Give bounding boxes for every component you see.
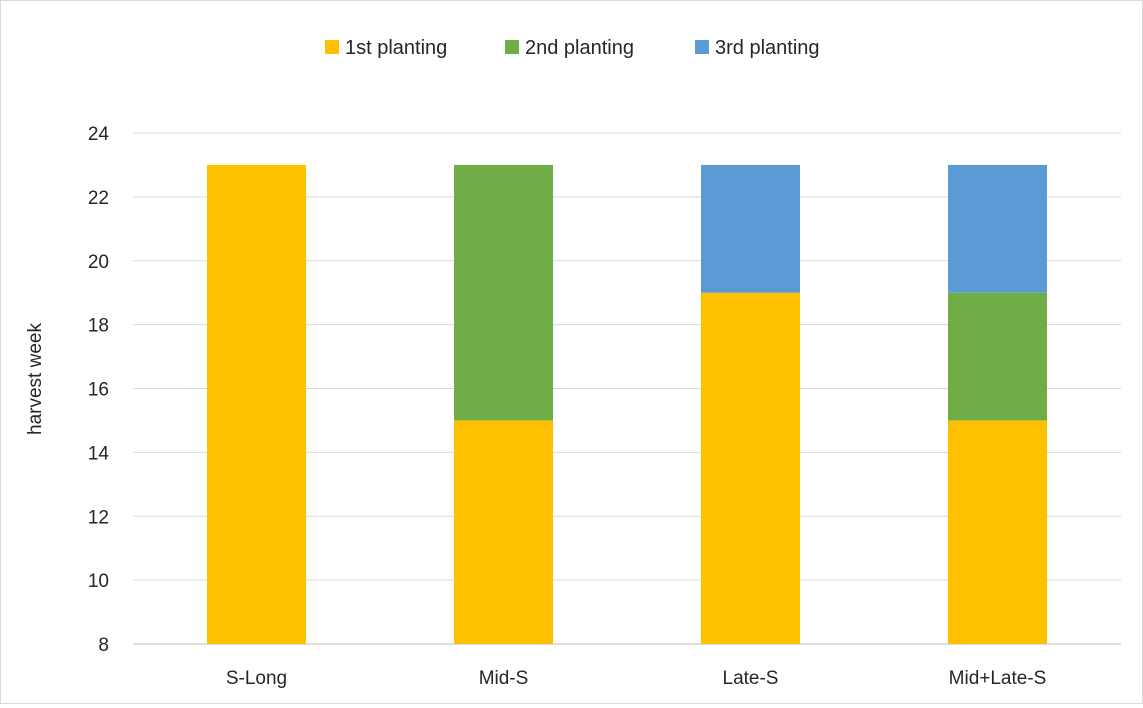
y-tick-label: 12 (88, 507, 109, 528)
x-tick-label: Late-S (723, 668, 779, 689)
bars (207, 164, 1047, 644)
legend-label: 1st planting (345, 37, 447, 59)
y-tick-label: 14 (88, 443, 110, 464)
x-tick-label: Mid-S (479, 668, 529, 689)
legend-label: 2nd planting (525, 37, 634, 59)
bar-2-planting-mid-late-s (948, 292, 1047, 421)
y-tick-label: 10 (88, 571, 109, 592)
legend-swatch (695, 40, 709, 54)
x-tick-label: Mid+Late-S (949, 668, 1047, 689)
legend-swatch (505, 40, 519, 54)
y-tick-label: 24 (88, 124, 110, 145)
bar-3-planting-mid-late-s (948, 164, 1047, 293)
x-tick-labels: S-Long Mid-S Late-S Mid+Late-S (226, 668, 1046, 689)
y-tick-labels: 8 10 12 14 16 18 20 22 24 (88, 124, 110, 656)
y-tick-label: 18 (88, 316, 109, 337)
legend: 1st planting 2nd planting 3rd planting (325, 37, 820, 59)
bar-3-planting-late-s (701, 164, 800, 293)
legend-swatch (325, 40, 339, 54)
y-tick-label: 16 (88, 380, 109, 401)
y-tick-label: 20 (88, 252, 109, 273)
bar-1-planting-s-long (207, 164, 306, 644)
y-tick-label: 22 (88, 188, 109, 209)
y-tick-label: 8 (98, 635, 109, 656)
bar-1-planting-late-s (701, 292, 800, 644)
bar-1-planting-mid-s (454, 420, 553, 644)
bar-2-planting-mid-s (454, 164, 553, 421)
x-tick-label: S-Long (226, 668, 287, 689)
bar-1-planting-mid-late-s (948, 420, 1047, 644)
legend-label: 3rd planting (715, 37, 820, 59)
y-axis-title: harvest week (25, 323, 46, 435)
